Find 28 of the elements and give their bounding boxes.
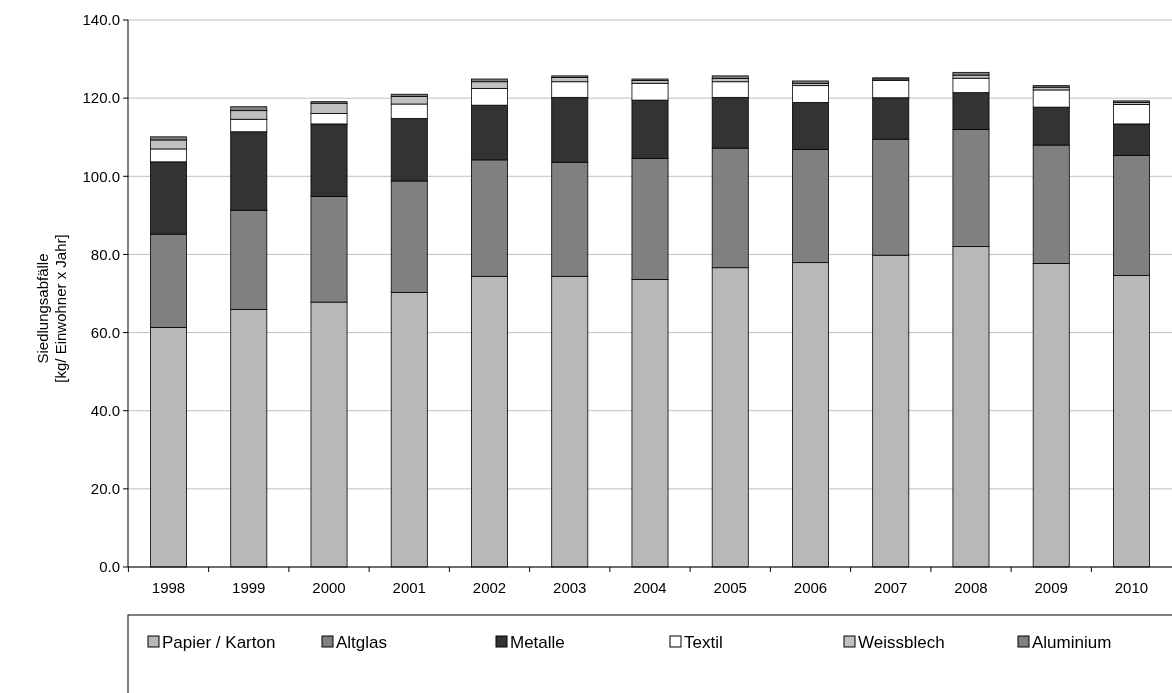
- y-tick-label: 140.0: [82, 11, 120, 29]
- y-tick-label: 100.0: [82, 167, 120, 185]
- legend-label: Metalle: [510, 632, 565, 652]
- x-tick-label: 2001: [392, 579, 426, 596]
- y-tick-label: 120.0: [82, 89, 120, 107]
- x-tick-label: 2010: [1114, 579, 1149, 596]
- x-tick-label: 2003: [553, 579, 587, 596]
- x-tick-label: 2008: [954, 579, 988, 596]
- x-tick-label: 1999: [232, 579, 266, 596]
- x-tick-label: 2007: [874, 579, 908, 596]
- legend-label: Altglas: [336, 632, 388, 652]
- legend-label: Aluminium: [1032, 632, 1112, 652]
- y-tick-label: 20.0: [90, 480, 120, 498]
- x-tick-label: 2000: [312, 579, 346, 596]
- y-tick-label: 40.0: [90, 401, 120, 419]
- x-tick-label: 2004: [633, 579, 667, 596]
- legend-label: Papier / Karton: [162, 632, 276, 652]
- x-tick-label: 2002: [472, 579, 507, 596]
- y-tick-label: 80.0: [90, 245, 120, 263]
- x-tick-label: 1998: [151, 579, 186, 596]
- y-tick-label: 0.0: [99, 558, 120, 576]
- x-tick-label: 2006: [793, 579, 828, 596]
- y-axis-title: Siedlungsabfälle [kg/ Einwohner x Jahr]: [34, 234, 69, 383]
- y-tick-label: 60.0: [90, 323, 120, 341]
- x-tick-label: 2005: [713, 579, 747, 596]
- x-tick-label: 2009: [1034, 579, 1068, 596]
- legend-label: Textil: [684, 632, 723, 652]
- legend-label: Weissblech: [858, 632, 945, 652]
